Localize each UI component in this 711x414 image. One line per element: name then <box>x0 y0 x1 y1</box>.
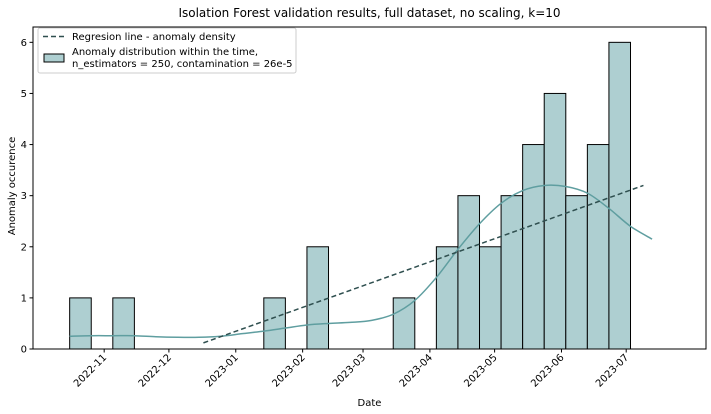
y-tick-label: 6 <box>21 38 27 49</box>
histogram-bar <box>69 297 92 350</box>
y-tick-label: 2 <box>21 242 27 253</box>
histogram-bar <box>586 144 610 350</box>
kde-density-line <box>69 184 653 339</box>
histogram-bar <box>306 246 330 350</box>
legend-swatch-histogram <box>43 53 65 63</box>
histogram-bar <box>112 297 135 350</box>
histogram-bar <box>435 246 459 350</box>
legend: Regresion line - anomaly density Anomaly … <box>37 27 297 74</box>
y-tick-label: 1 <box>21 293 27 304</box>
chart-title: Isolation Forest validation results, ful… <box>178 6 560 20</box>
y-tick-label: 0 <box>21 345 27 356</box>
legend-label-regression: Regresion line - anomaly density <box>72 32 236 43</box>
histogram-bar <box>522 144 545 350</box>
histogram-bar <box>543 92 567 350</box>
histogram-bar <box>500 195 524 350</box>
histogram-bar <box>479 246 502 350</box>
y-axis-label: Anomaly occurence <box>7 137 18 236</box>
legend-label-histogram: Anomaly distribution within the time, n_e… <box>72 47 293 70</box>
y-tick-label: 3 <box>21 191 27 202</box>
histogram-bar <box>263 297 286 350</box>
histogram-bar <box>457 195 481 350</box>
y-tick-label: 5 <box>21 89 27 100</box>
histogram-bar <box>608 41 632 350</box>
x-axis-label: Date <box>358 398 382 409</box>
axes-frame <box>32 26 707 350</box>
legend-box <box>37 27 297 74</box>
regression-line <box>203 184 644 344</box>
y-tick-label: 4 <box>21 140 27 151</box>
histogram-bar <box>392 297 416 350</box>
histogram-bar <box>565 195 588 350</box>
